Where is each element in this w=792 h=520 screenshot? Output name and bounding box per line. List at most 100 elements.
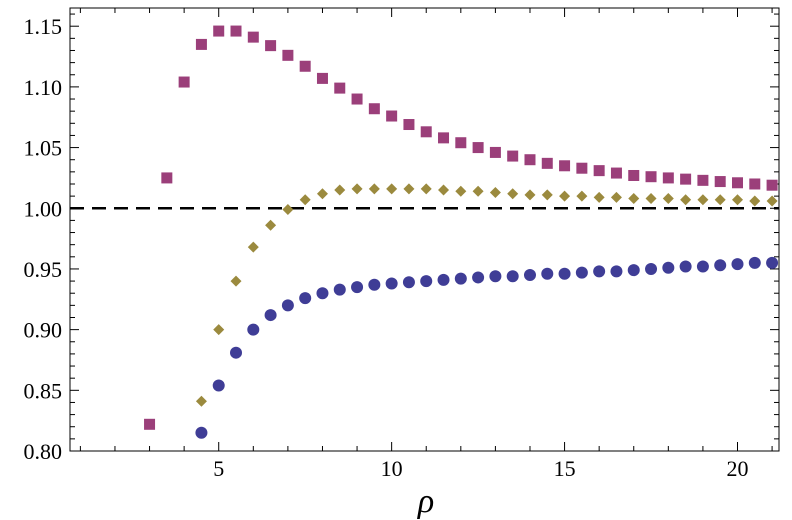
square-point xyxy=(472,142,484,154)
diamond-point xyxy=(403,183,415,195)
y-tick-label: 0.90 xyxy=(24,318,63,343)
circle-point xyxy=(731,258,744,271)
circle-point xyxy=(454,272,467,285)
y-tick-label: 0.95 xyxy=(24,257,63,282)
diamond-point xyxy=(438,184,450,196)
circle-point xyxy=(610,265,623,278)
circle-point xyxy=(333,283,346,296)
square-point xyxy=(144,418,156,430)
square-point xyxy=(731,177,743,189)
diamond-point xyxy=(662,193,674,205)
diamond-point xyxy=(247,241,259,253)
diamond-point xyxy=(559,190,571,202)
circle-point xyxy=(472,271,485,284)
diamond-point xyxy=(576,190,588,202)
diamond-point xyxy=(368,183,380,195)
square-point xyxy=(299,60,311,72)
diamond-point xyxy=(697,194,709,206)
square-point xyxy=(230,25,242,37)
diamond-point xyxy=(524,189,536,201)
circle-point xyxy=(766,256,779,269)
square-point xyxy=(645,171,657,183)
diamond-point xyxy=(507,188,519,200)
diamond-point xyxy=(610,191,622,203)
circle-point xyxy=(195,426,208,439)
diamond-point xyxy=(351,183,363,195)
diamond-point xyxy=(731,194,743,206)
circle-point xyxy=(230,346,243,359)
square-point xyxy=(680,173,692,185)
tick-labels-layer: 5 10 15 20 0.80 0.85 0.90 0.95 1.00 1.05 1.10 1.15 xyxy=(24,14,749,481)
square-point xyxy=(628,169,640,181)
diamond-point xyxy=(420,183,432,195)
y-tick-label: 0.80 xyxy=(24,439,63,464)
diamond-point xyxy=(541,189,553,201)
square-point xyxy=(749,178,761,190)
circle-point xyxy=(247,323,260,336)
square-point xyxy=(178,76,190,88)
y-tick-label: 1.05 xyxy=(24,136,63,161)
square-point xyxy=(386,110,398,122)
circle-point xyxy=(264,309,277,322)
square-point xyxy=(438,132,450,144)
diamond-point xyxy=(472,185,484,197)
square-point xyxy=(610,167,622,179)
circle-point xyxy=(593,265,606,278)
x-tick-label: 10 xyxy=(381,456,403,481)
square-point xyxy=(507,150,519,162)
diamond-point xyxy=(299,194,311,206)
diamond-point xyxy=(334,184,346,196)
circle-point xyxy=(714,259,727,272)
square-point xyxy=(161,172,173,184)
circle-point xyxy=(575,266,588,279)
diamond-point xyxy=(455,185,467,197)
circle-point xyxy=(662,261,675,274)
square-point xyxy=(714,176,726,188)
square-point xyxy=(265,40,277,52)
diamond-point xyxy=(680,194,692,206)
diamond-point xyxy=(645,193,657,205)
circle-point xyxy=(212,379,225,392)
diamond-point xyxy=(489,186,501,198)
square-point xyxy=(368,103,380,115)
plot-frame xyxy=(69,7,780,452)
x-axis-title: ρ xyxy=(417,483,434,520)
diamond-point xyxy=(213,324,225,336)
circle-point xyxy=(748,256,761,269)
diamond-point xyxy=(628,193,640,205)
circle-point xyxy=(645,262,658,275)
square-point xyxy=(316,72,328,84)
ticks-layer xyxy=(70,8,779,452)
diamond-point xyxy=(230,275,242,287)
circle-point xyxy=(351,281,364,294)
circle-point xyxy=(558,267,571,280)
diamond-point xyxy=(749,195,761,207)
square-point xyxy=(697,174,709,186)
x-tick-label: 5 xyxy=(213,456,224,481)
y-tick-label: 1.15 xyxy=(24,14,63,39)
diamond-point xyxy=(316,188,328,200)
square-point xyxy=(247,31,259,43)
square-point xyxy=(489,146,501,158)
diamond-point xyxy=(195,395,207,407)
circle-point xyxy=(489,270,502,283)
y-tick-label: 1.10 xyxy=(24,75,63,100)
square-point xyxy=(213,25,225,37)
y-tick-label: 1.00 xyxy=(24,196,63,221)
circle-point xyxy=(523,269,536,282)
circle-point xyxy=(679,260,692,273)
diamond-point xyxy=(714,194,726,206)
square-point xyxy=(455,137,467,149)
circle-point xyxy=(420,275,433,288)
square-point xyxy=(559,160,571,172)
square-point xyxy=(195,38,207,50)
diamond-point xyxy=(766,195,778,207)
circle-point xyxy=(281,299,294,312)
circle-point xyxy=(696,260,709,273)
square-point xyxy=(524,154,536,166)
square-point xyxy=(593,165,605,177)
diamond-point xyxy=(265,219,277,231)
circle-point xyxy=(316,287,329,300)
diamond-point xyxy=(593,191,605,203)
square-point xyxy=(403,119,415,131)
